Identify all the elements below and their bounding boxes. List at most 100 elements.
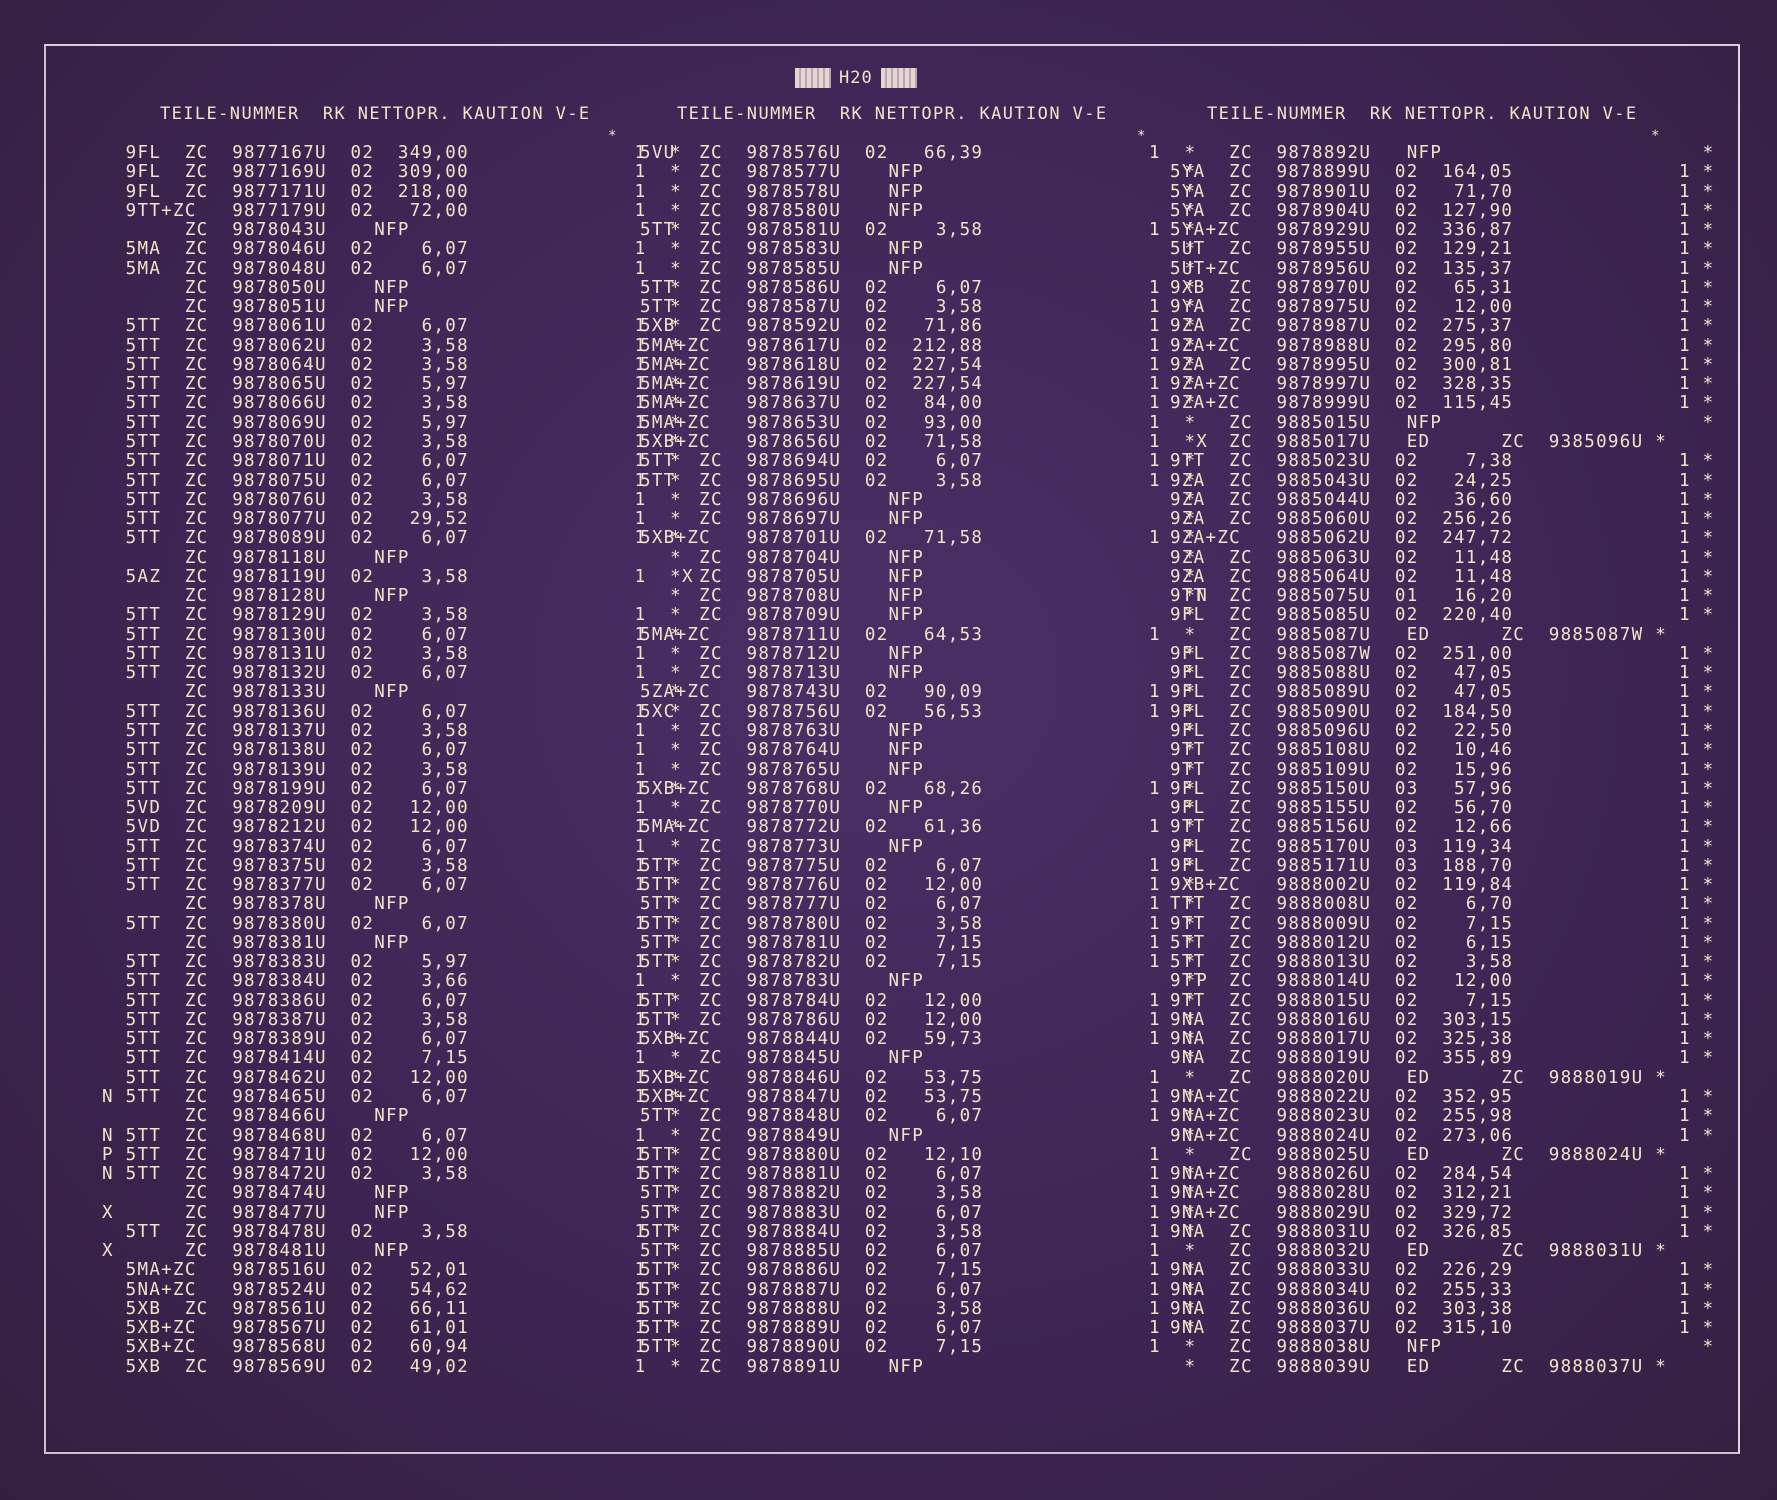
table-row: ZC 9878474U NFP * [102,1183,682,1204]
table-row: ZC 9878709U NFP * [640,605,1197,626]
table-row: ZC 9878466U NFP * [102,1106,682,1127]
table-row: 5MA ZC 9878046U 02 6,07 1 * [102,239,682,260]
table-row: 5TT ZC 9878780U 02 3,58 1 * [640,913,1197,934]
table-row: 5TT ZC 9878386U 02 6,07 1 * [102,990,682,1011]
table-row: 9FL ZC 9885087W 02 251,00 1 * [1170,643,1715,664]
table-row: 5TT ZC 9878848U 02 6,07 1 * [640,1106,1197,1127]
table-row: ZC 9878765U NFP * [640,759,1197,780]
table-row: ZC 9878704U NFP * [640,547,1197,568]
table-row: ZC 9878783U NFP *P [640,971,1209,992]
table-row: 5TT ZC 9878890U 02 7,15 1 * [640,1337,1197,1358]
table-row: TTT ZC 9888008U 02 6,70 1 * [1170,894,1715,915]
table-row: 5TT ZC 9878880U 02 12,10 1 * [640,1144,1197,1165]
table-row: 9FL ZC 9877171U 02 218,00 1 * [102,181,682,202]
table-row: 5TT ZC 9878375U 02 3,58 1 * [102,855,682,876]
table-row: ZC 9878697U NFP * [640,509,1197,530]
table-row: 5TT ZC 9878383U 02 5,97 1 * [102,952,682,973]
table-row: ZC 9878708U NFP *N [640,586,1209,607]
table-row: 5TT ZC 9878586U 02 6,07 1 * [640,277,1197,298]
table-row: 9TT ZC 9888009U 02 7,15 1 * [1170,913,1715,934]
table-row: 5XB ZC 9878561U 02 66,11 1 * [102,1298,682,1319]
table-row: 9FL ZC 9885150U 03 57,96 1 * [1170,778,1715,799]
table-row: 9TT ZC 9888015U 02 7,15 1 * [1170,990,1715,1011]
table-row: 9ZA ZC 9878987U 02 275,37 1 * [1170,316,1715,337]
table-row: 5TT ZC 9878075U 02 6,07 1 * [102,470,682,491]
table-row: 5YA ZC 9878901U 02 71,70 1 * [1170,181,1715,202]
table-row: 5TT ZC 9878478U 02 3,58 1 * [102,1221,682,1242]
table-row: 9TT ZC 9885108U 02 10,46 1 * [1170,740,1715,761]
table-row: 5TT ZC 9878776U 02 12,00 1 * [640,875,1197,896]
table-row: 5TT ZC 9878069U 02 5,97 1 * [102,412,682,433]
table-row: ZC 9878705U NFP * [640,566,1197,587]
table-row: ZC 9888038U NFP * [1170,1337,1715,1358]
table-row: 9NA ZC 9888016U 02 303,15 1 * [1170,1009,1715,1030]
table-row: 9ZA ZC 9878995U 02 300,81 1 * [1170,354,1715,375]
table-row: 9TT+ZC 9877179U 02 72,00 1 * [102,200,682,221]
table-row: 9ZA ZC 9885043U 02 24,25 1 * [1170,470,1715,491]
table-row: 5TT ZC 9878782U 02 7,15 1 * [640,952,1197,973]
title-marker-left [795,68,831,88]
table-row: 5TT ZC 9878581U 02 3,58 1 * [640,220,1197,241]
column-2-top-star: * [1137,128,1146,144]
table-row: 9XB ZC 9878970U 02 65,31 1 * [1170,277,1715,298]
table-row: 5MA ZC 9878048U 02 6,07 1 * [102,258,682,279]
parts-column-1: 9FL ZC 9877167U 02 349,00 1 * 9FL ZC 987… [102,143,694,1377]
table-row: ZC 9888032U ED ZC 9888031U * [1170,1241,1668,1262]
table-row: ZC 9878580U NFP * [640,200,1197,221]
table-row: 5TT ZC 9878070U 02 3,58 1 * [102,431,682,452]
column-3-top-star: * [1651,128,1660,144]
table-row: 5TT ZC 9878881U 02 6,07 1 * [640,1164,1197,1185]
table-row: 5TT ZC 9878781U 02 7,15 1 * [640,932,1197,953]
table-row: ZC 9878378U NFP * [102,894,682,915]
table-row: 5TT ZC 9878071U 02 6,07 1 * [102,451,682,472]
column-header-3: TEILE-NUMMER RK NETTOPR. KAUTION V-E [1207,104,1638,124]
table-row: ZC 9878583U NFP * [640,239,1197,260]
table-row: 5TT ZC 9878695U 02 3,58 1 * [640,470,1197,491]
table-row: 5MA+ZC 9878618U 02 227,54 1 * [640,354,1197,375]
table-row: 5TT ZC 9878777U 02 6,07 1 * [640,894,1197,915]
table-row: ZC 9885087U ED ZC 9885087W * [1170,624,1668,645]
table-row: ZC 9878764U NFP * [640,740,1197,761]
table-row: 9FL ZC 9885085U 02 220,40 1 * [1170,605,1715,626]
table-row: 5TT ZC 9878377U 02 6,07 1 * [102,875,682,896]
table-row: 5TT ZC 9878885U 02 6,07 1 * [640,1241,1197,1262]
table-row: 9NA+ZC 9888028U 02 312,21 1 * [1170,1183,1715,1204]
table-row: 5TT ZC 9878387U 02 3,58 1 * [102,1009,682,1030]
table-row: ZC 9878128U NFP * [102,586,682,607]
table-row: 9FL ZC 9877169U 02 309,00 1 * [102,162,682,183]
table-row: 9NA ZC 9888036U 02 303,38 1 * [1170,1298,1715,1319]
table-row: 5TT ZC 9878784U 02 12,00 1 * [640,990,1197,1011]
table-row: ZC 9878773U NFP * [640,836,1197,857]
table-row: 5TT ZC 9878587U 02 3,58 1 * [640,297,1197,318]
title-text: H20 [839,68,873,88]
table-row: 5TT ZC 9878131U 02 3,58 1 * [102,643,682,664]
table-row: ZC 9888039U ED ZC 9888037U * [1170,1356,1668,1377]
table-row: P 5TT ZC 9878471U 02 12,00 1 * [102,1144,682,1165]
table-row: ZC 9878891U NFP * [640,1356,1197,1377]
table-row: 5MA+ZC 9878711U 02 64,53 1 * [640,624,1197,645]
table-row: 9NA+ZC 9888023U 02 255,98 1 * [1170,1106,1715,1127]
table-row: 9NA ZC 9888033U 02 226,29 1 * [1170,1260,1715,1281]
page-frame [44,44,1740,1454]
table-row: 5TT ZC 9878887U 02 6,07 1 * [640,1279,1197,1300]
table-row: 9FL ZC 9885155U 02 56,70 1 * [1170,798,1715,819]
table-row: 5TT ZC 9878882U 02 3,58 1 * [640,1183,1197,1204]
table-row: 5MA+ZC 9878619U 02 227,54 1 * [640,374,1197,395]
table-row: 5VD ZC 9878209U 02 12,00 1 * [102,798,682,819]
table-row: 9FL ZC 9885088U 02 47,05 1 * [1170,663,1715,684]
table-row: 9FL ZC 9885170U 03 119,34 1 * [1170,836,1715,857]
table-row: ZC 9878849U NFP * [640,1125,1197,1146]
table-row: 5MA+ZC 9878772U 02 61,36 1 * [640,817,1197,838]
table-row: 5XB+ZC 9878656U 02 71,58 1 *X [640,431,1209,452]
table-row: 9ZA ZC 9885063U 02 11,48 1 * [1170,547,1715,568]
table-row: 5UT+ZC 9878956U 02 135,37 1 * [1170,258,1715,279]
table-row: ZC 9878051U NFP * [102,297,682,318]
table-row: 5TT ZC 9878374U 02 6,07 1 * [102,836,682,857]
table-row: 5TT ZC 9878077U 02 29,52 1 * [102,509,682,530]
table-row: 5TT ZC 9878414U 02 7,15 1 * [102,1048,682,1069]
table-row: 5TT ZC 9888012U 02 6,15 1 * [1170,932,1715,953]
page-title: H20 [795,66,917,90]
table-row: 5YA ZC 9878899U 02 164,05 1 * [1170,162,1715,183]
table-row: ZC 9878133U NFP * [102,682,682,703]
table-row: 9ZA+ZC 9878997U 02 328,35 1 * [1170,374,1715,395]
